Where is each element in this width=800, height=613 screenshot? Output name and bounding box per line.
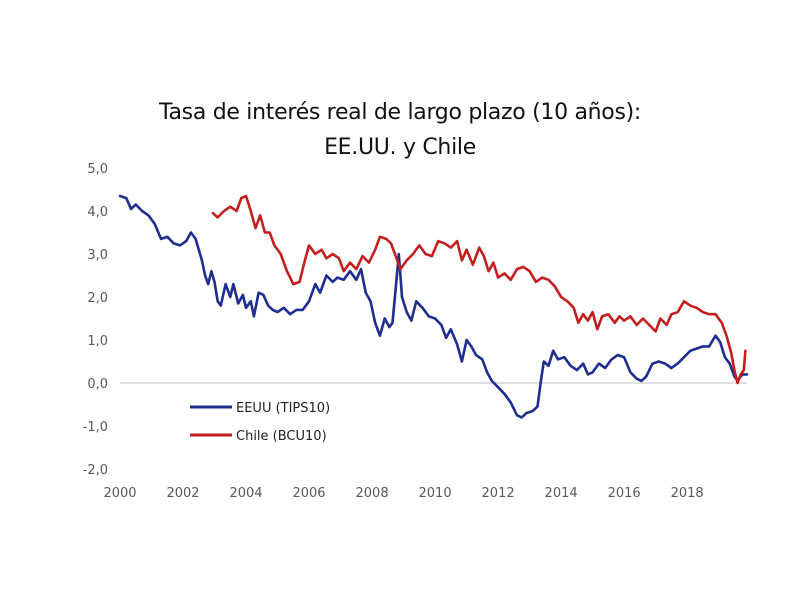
series-lines [118,194,749,419]
x-tick-label: 2008 [356,486,389,501]
series-line-1 [211,194,747,385]
x-tick-label: 2018 [671,486,704,501]
y-tick-label: 2,0 [87,291,108,306]
x-tick-label: 2006 [292,486,325,501]
x-tick-label: 2012 [482,486,515,501]
x-tick-label: 2016 [608,486,641,501]
y-tick-label: 1,0 [87,334,108,349]
y-tick-label: 4,0 [87,205,108,220]
y-tick-label: 0,0 [87,377,108,392]
x-tick-label: 2004 [229,486,262,501]
chart-title-line-2: EE.UU. y Chile [324,135,476,160]
y-tick-label: 3,0 [87,248,108,263]
axes: 5,0 4,0 3,0 2,0 1,0 0,0 -1,0 -2,0 2000 2002 2004 20… [83,162,747,501]
series-line-0 [118,194,749,419]
x-tick-label: 2014 [545,486,578,501]
legend-label: Chile (BCU10) [236,429,327,444]
x-tick-label: 2000 [103,486,136,501]
y-tick-label: -1,0 [83,420,108,435]
y-tick-label: -2,0 [83,463,108,478]
x-tick-label: 2010 [419,486,452,501]
x-tick-label: 2002 [166,486,199,501]
chart-title-line-1: Tasa de interés real de largo plazo (10 … [159,100,641,125]
y-tick-label: 5,0 [87,162,108,177]
legend: EEUU (TIPS10) Chile (BCU10) [190,401,330,444]
legend-label: EEUU (TIPS10) [236,401,330,416]
